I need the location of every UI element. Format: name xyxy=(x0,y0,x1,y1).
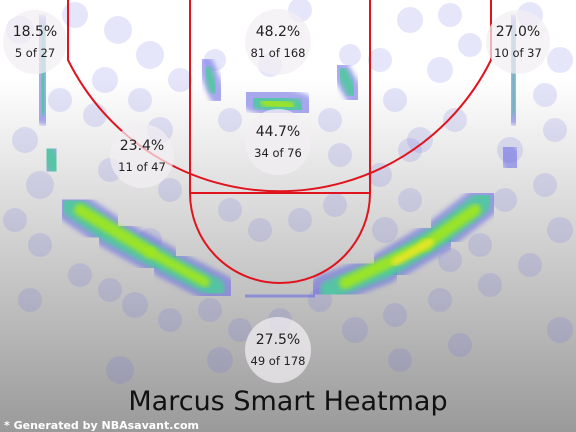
sparse-shot-blob xyxy=(398,188,422,212)
sparse-shot-blob xyxy=(28,233,52,257)
heat-streak xyxy=(494,139,526,176)
zone-percentage: 23.4% xyxy=(120,138,164,154)
sparse-shot-blob xyxy=(342,317,368,343)
zone-attempts: 49 of 178 xyxy=(251,354,306,368)
sparse-shot-blob xyxy=(158,178,182,202)
heat-streak xyxy=(260,97,295,111)
sparse-shot-blob xyxy=(18,288,42,312)
sparse-shot-blob xyxy=(207,347,233,373)
sparse-shot-blob xyxy=(323,193,347,217)
zone-circle xyxy=(245,9,311,75)
sparse-shot-blob xyxy=(547,217,573,243)
zone-circle xyxy=(3,10,67,74)
sparse-shot-blob xyxy=(547,47,573,73)
zone-left-corner-three: 18.5% 5 of 27 xyxy=(3,10,67,74)
heat-streak xyxy=(419,204,481,251)
sparse-shot-blob xyxy=(92,67,118,93)
heat-streak xyxy=(41,145,62,175)
three-point-line xyxy=(67,0,492,193)
zone-percentage: 27.0% xyxy=(496,24,540,40)
sparse-shot-blob xyxy=(158,308,182,332)
sparse-shot-blob xyxy=(407,127,433,153)
sparse-shot-blob xyxy=(122,292,148,318)
sparse-shot-blob xyxy=(83,103,107,127)
credit-text: * Generated by NBAsavant.com xyxy=(4,419,199,432)
sparse-shot-blob xyxy=(427,57,453,83)
sparse-shot-blob xyxy=(168,68,192,92)
sparse-shot-blob xyxy=(458,33,482,57)
sparse-shot-blob xyxy=(218,108,242,132)
zone-circle xyxy=(110,124,174,188)
sparse-shot-blob xyxy=(68,263,92,287)
sparse-shot-blob xyxy=(533,173,557,197)
sparse-shot-blob xyxy=(368,163,392,187)
zone-restricted-area: 48.2% 81 of 168 xyxy=(245,9,311,75)
zone-right-corner-three: 27.0% 10 of 37 xyxy=(486,10,550,74)
zone-attempts: 34 of 76 xyxy=(254,146,302,160)
sparse-shot-blob xyxy=(288,208,312,232)
sparse-shot-blob xyxy=(428,288,452,312)
sparse-shot-blob xyxy=(468,233,492,257)
sparse-shot-blob xyxy=(443,108,467,132)
sparse-shot-blob xyxy=(12,127,38,153)
sparse-shot-blob xyxy=(98,278,122,302)
heat-streak xyxy=(202,65,219,95)
sparse-shot-blob xyxy=(478,273,502,297)
sparse-shot-blob xyxy=(372,217,398,243)
sparse-shot-blob xyxy=(438,248,462,272)
zone-mid-range: 23.4% 11 of 47 xyxy=(110,124,174,188)
paint-lane xyxy=(189,0,371,194)
sparse-shot-blob xyxy=(248,218,272,242)
free-throw-circle xyxy=(189,192,371,284)
sparse-shot-blob xyxy=(136,41,164,69)
zone-attempts: 10 of 37 xyxy=(494,46,542,60)
sparse-shot-blob xyxy=(3,208,27,232)
zone-percentage: 44.7% xyxy=(256,124,300,140)
heat-streak xyxy=(145,247,210,287)
sparse-shot-blob xyxy=(518,253,542,277)
sparse-shot-blob xyxy=(218,198,242,222)
zone-circle xyxy=(245,109,311,175)
zone-percentage: 27.5% xyxy=(256,332,300,348)
sparse-shot-blob xyxy=(368,48,392,72)
sparse-shot-blob xyxy=(438,3,462,27)
sparse-shot-blob xyxy=(383,88,407,112)
zone-paint: 44.7% 34 of 76 xyxy=(245,109,311,175)
heat-streak xyxy=(336,66,358,98)
zone-circle xyxy=(245,317,311,383)
sparse-shot-blob xyxy=(388,348,412,372)
zone-attempts: 81 of 168 xyxy=(251,46,306,60)
sparse-shot-blob xyxy=(104,16,132,44)
chart-title: Marcus Smart Heatmap xyxy=(128,386,447,417)
zone-percentage: 48.2% xyxy=(256,24,300,40)
sparse-shot-blob xyxy=(328,143,352,167)
sparse-shot-blob xyxy=(128,88,152,112)
sparse-shot-blob xyxy=(228,318,252,342)
zone-above-break-three: 27.5% 49 of 178 xyxy=(245,317,311,383)
sparse-shot-blob xyxy=(318,108,342,132)
zone-circle xyxy=(486,10,550,74)
zone-attempts: 5 of 27 xyxy=(15,46,55,60)
heat-streak xyxy=(74,204,156,258)
sparse-shot-blob xyxy=(547,317,573,343)
sparse-shot-blob xyxy=(106,356,134,384)
sparse-shot-blob xyxy=(383,303,407,327)
heat-streak xyxy=(391,238,434,266)
court-lines xyxy=(67,0,492,284)
zone-attempts: 11 of 47 xyxy=(118,160,166,174)
sparse-shot-blob xyxy=(448,333,472,357)
sparse-shot-blob xyxy=(397,7,423,33)
zone-percentage: 18.5% xyxy=(13,24,57,40)
sparse-shot-blob xyxy=(62,2,88,28)
sparse-shot-blob xyxy=(533,83,557,107)
sparse-shot-blob xyxy=(543,118,567,142)
